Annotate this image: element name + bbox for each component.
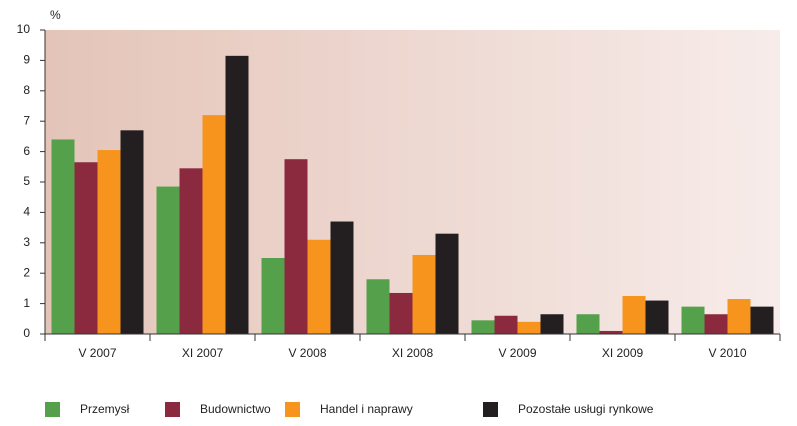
x-tick-label: V 2007 xyxy=(78,346,116,360)
x-tick-label: V 2010 xyxy=(708,346,746,360)
bar xyxy=(599,330,623,334)
y-tick-label: 2 xyxy=(23,265,30,279)
bar xyxy=(261,258,285,334)
bar xyxy=(202,115,226,335)
bar xyxy=(645,300,669,334)
bar xyxy=(307,239,331,334)
bar xyxy=(156,186,180,334)
y-tick-label: 8 xyxy=(23,83,30,97)
bar xyxy=(179,168,203,334)
bar xyxy=(330,221,354,334)
bar xyxy=(284,159,308,334)
y-tick-label: 10 xyxy=(17,22,31,36)
bar xyxy=(622,296,646,334)
y-tick-label: 9 xyxy=(23,53,30,67)
y-tick-label: 0 xyxy=(23,326,30,340)
bar xyxy=(494,315,518,334)
y-tick-label: 4 xyxy=(23,205,30,219)
bar xyxy=(540,314,564,334)
legend-label: Budownictwo xyxy=(200,402,271,416)
bar xyxy=(120,130,144,334)
y-unit: % xyxy=(50,8,61,22)
legend-swatch xyxy=(45,402,60,417)
bar xyxy=(727,299,751,334)
bar xyxy=(51,139,75,334)
bar xyxy=(750,306,774,334)
legend-swatch xyxy=(483,402,498,417)
bar xyxy=(704,314,728,334)
bar xyxy=(97,150,121,334)
x-tick-label: XI 2009 xyxy=(602,346,644,360)
legend-label: Handel i naprawy xyxy=(320,402,413,416)
bar xyxy=(681,306,705,334)
x-tick-label: V 2008 xyxy=(288,346,326,360)
y-tick-label: 5 xyxy=(23,174,30,188)
bar xyxy=(412,254,436,334)
bar xyxy=(74,162,98,334)
bar xyxy=(435,233,459,334)
bar xyxy=(389,292,413,334)
legend-label: Pozostałe usługi rynkowe xyxy=(518,402,654,416)
y-tick-label: 7 xyxy=(23,113,30,127)
y-tick-label: 1 xyxy=(23,296,30,310)
y-tick-label: 6 xyxy=(23,144,30,158)
x-tick-label: XI 2008 xyxy=(392,346,434,360)
legend-label: Przemysł xyxy=(80,402,130,416)
legend-swatch xyxy=(165,402,180,417)
x-tick-label: V 2009 xyxy=(498,346,536,360)
bar xyxy=(471,320,495,334)
bar xyxy=(517,321,541,334)
bar xyxy=(225,55,249,335)
bar xyxy=(366,279,390,334)
legend-swatch xyxy=(285,402,300,417)
bar xyxy=(576,314,600,334)
y-tick-label: 3 xyxy=(23,235,30,249)
x-tick-label: XI 2007 xyxy=(182,346,224,360)
